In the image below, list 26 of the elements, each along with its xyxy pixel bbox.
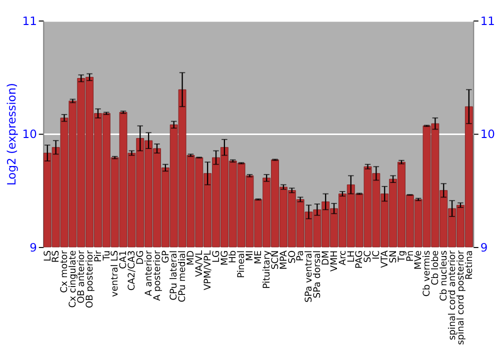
x-tick-label: DM	[320, 250, 332, 266]
y2-tick-label: 9	[480, 240, 488, 254]
x-tick-label: LG	[210, 250, 222, 263]
x-tick-label: Pir	[92, 250, 104, 262]
y-axis-title: Log2 (expression)	[4, 83, 19, 186]
x-tick-label: Arc	[337, 250, 348, 266]
y2-tick-label: 10	[480, 127, 495, 142]
x-tick-label: VMH	[328, 250, 340, 272]
x-tick-label: MPA	[278, 250, 290, 270]
y-tick-label: 10	[22, 127, 37, 142]
x-tick-label: OB anterior	[76, 250, 87, 304]
x-tick-label: RS	[50, 250, 62, 263]
x-tick-label: Tg	[396, 250, 408, 263]
x-tick-label: VTA	[379, 250, 390, 268]
x-tick-label: spinal cord posterior	[455, 250, 466, 345]
x-tick-label: VPM/VPL	[202, 250, 214, 290]
x-tick-label: A posterior	[152, 250, 163, 301]
y-tick-label: 9	[30, 240, 37, 254]
y-tick-label: 11	[22, 14, 37, 28]
x-tick-label: spinal cord anterior	[446, 250, 458, 340]
x-tick-label: Retina	[464, 250, 475, 280]
x-tick-label: SCN	[270, 250, 281, 270]
y2-tick-label: 11	[480, 14, 495, 28]
x-tick-label: SN	[388, 250, 399, 264]
x-tick-label: Cb nucleus	[438, 250, 450, 302]
x-tick-label: OB posterior	[84, 250, 96, 308]
